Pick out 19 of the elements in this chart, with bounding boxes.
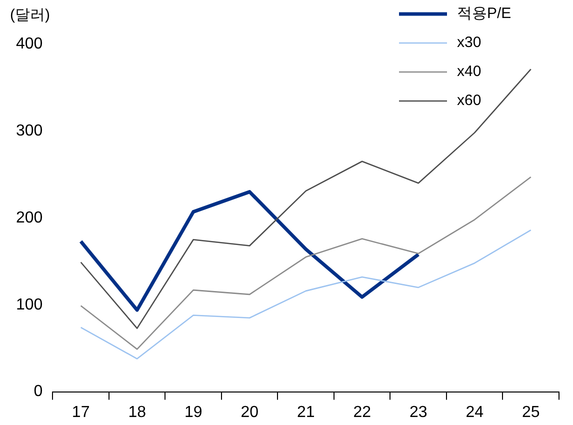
x-tick-label: 24: [466, 404, 484, 421]
x-tick-label: 21: [296, 404, 315, 421]
y-tick-label: 100: [16, 296, 43, 314]
x-tick-label: 17: [72, 404, 90, 421]
x-tick-label: 22: [353, 404, 372, 421]
x-tick-label: 20: [240, 404, 259, 421]
y-tick-label: 300: [16, 122, 43, 140]
x-tick-label: 18: [128, 404, 146, 421]
y-axis-title: (달러): [10, 6, 50, 24]
y-tick-label: 0: [34, 383, 43, 400]
y-tick-label: 200: [16, 209, 43, 226]
y-tick-label: 400: [16, 35, 43, 52]
x-tick-label: 25: [522, 404, 540, 421]
x-tick-label: 19: [184, 404, 202, 421]
legend-label: x60: [457, 92, 482, 110]
x-tick-label: 23: [409, 404, 428, 421]
legend-label: x30: [457, 34, 482, 52]
legend-label: x40: [457, 63, 482, 80]
legend-label: 적용P/E: [457, 5, 512, 22]
